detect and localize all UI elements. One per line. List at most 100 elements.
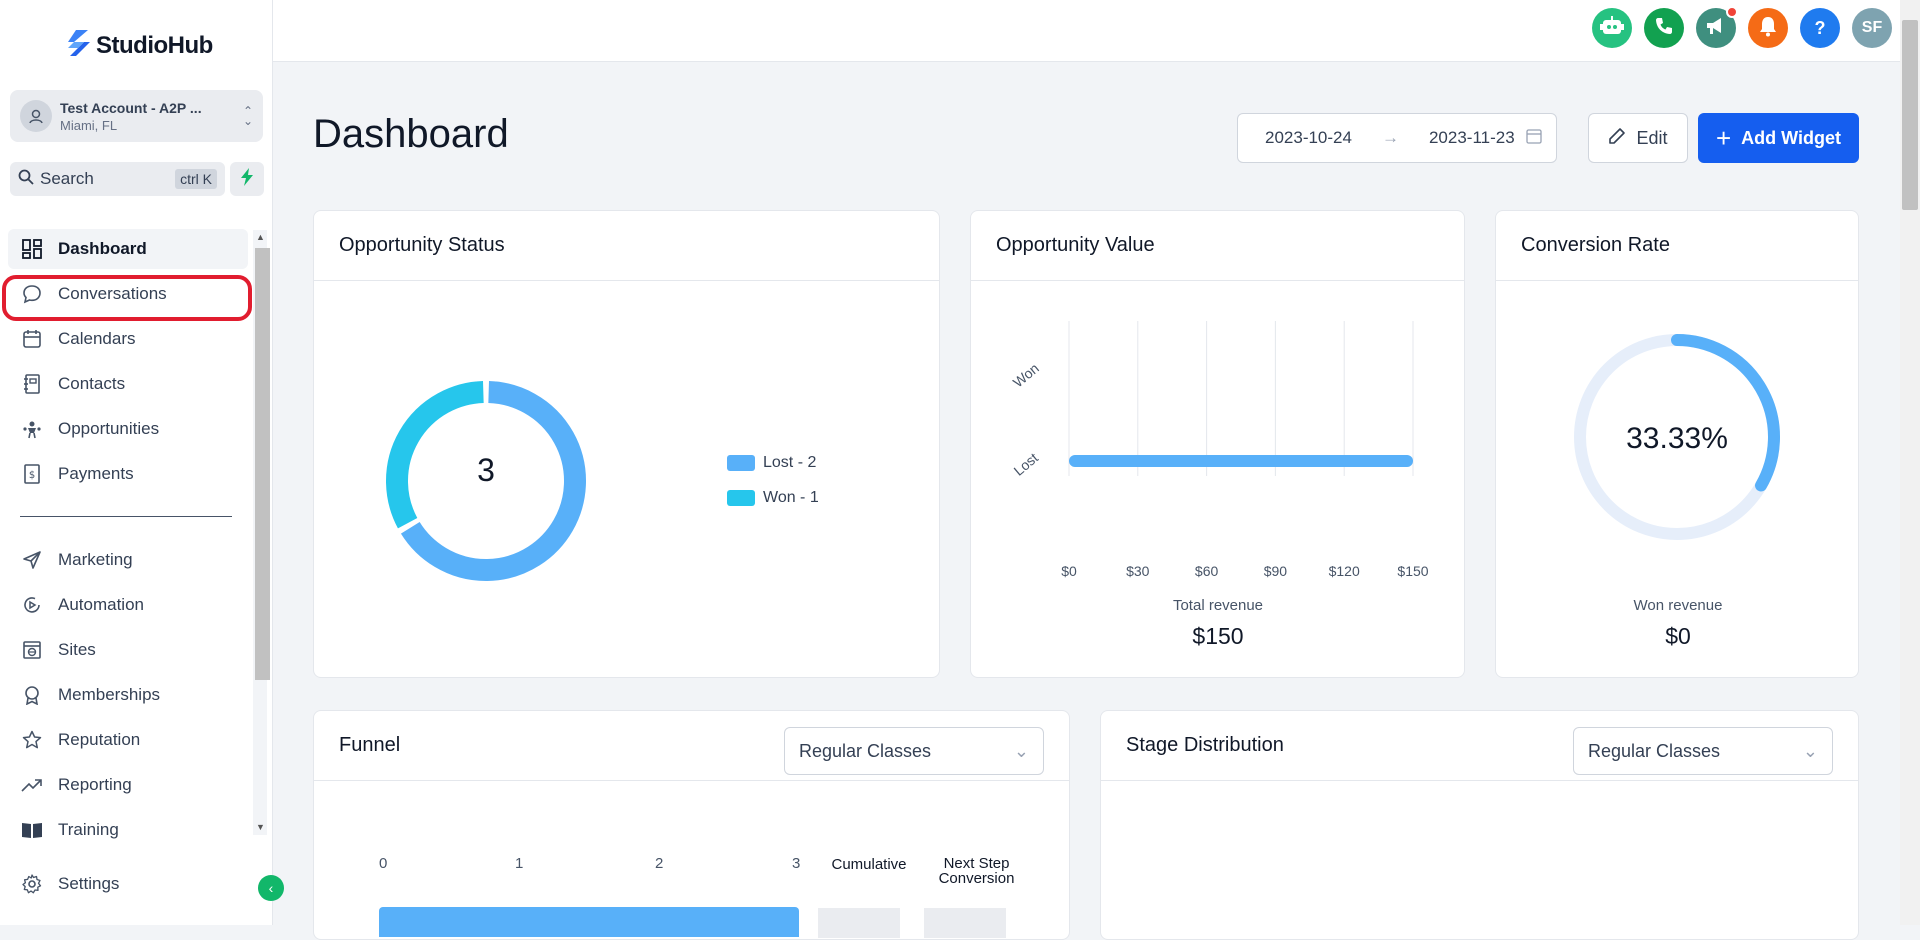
edit-button[interactable]: Edit [1588, 113, 1688, 163]
sidebar-item-label: Dashboard [58, 239, 147, 258]
sidebar-item-calendars[interactable]: Calendars [8, 319, 248, 359]
axis-tick: 3 [792, 855, 801, 872]
select-value: Regular Classes [1588, 740, 1721, 761]
y-tick-label: Lost [1011, 449, 1042, 478]
search-shortcut: ctrl K [175, 169, 217, 189]
next-step-line-1: Next Step [943, 855, 1010, 872]
chevron-left-icon: ‹ [268, 880, 274, 896]
sidebar-item-dashboard[interactable]: Dashboard [8, 229, 248, 269]
sidebar-item-sites[interactable]: Sites [8, 630, 248, 670]
chat-icon [20, 282, 44, 306]
sidebar-item-label: Contacts [58, 374, 126, 393]
sidebar: StudioHub Test Account - A2P ... Miami, … [0, 0, 273, 925]
sites-icon [20, 638, 44, 662]
scroll-up-arrow-icon[interactable]: ▲ [256, 232, 265, 242]
legend-label: Won - 1 [763, 489, 819, 506]
sidebar-item-label: Payments [58, 464, 134, 483]
help-button[interactable]: ? [1800, 8, 1840, 48]
sidebar-item-conversations[interactable]: Conversations [8, 274, 248, 314]
legend-swatch [727, 455, 755, 471]
funnel-bar [379, 907, 799, 937]
opportunity-status-chart: 3 [386, 381, 586, 581]
sidebar-item-label: Automation [58, 595, 144, 614]
chevron-down-icon: ⌄ [1013, 740, 1029, 761]
card-title: Funnel [339, 734, 401, 756]
collapse-sidebar-button[interactable]: ‹ [258, 875, 284, 901]
sidebar-item-settings[interactable]: Settings [8, 864, 248, 904]
announcements-button[interactable] [1696, 6, 1738, 48]
user-avatar[interactable]: SF [1852, 8, 1892, 48]
automation-icon [20, 593, 44, 617]
legend-item-lost[interactable]: Lost - 2 [727, 454, 816, 472]
nav-divider [20, 516, 232, 517]
legend-label: Lost - 2 [763, 454, 817, 471]
help-icon: ? [1814, 17, 1826, 38]
next-step-column-header: Next Step Conversion [924, 856, 1029, 886]
chevron-updown-icon: ⌃ ⌄ [242, 104, 253, 128]
x-tick-label: $90 [1264, 563, 1288, 579]
stage-distribution-header: Stage Distribution Regular Classes ⌄ [1101, 711, 1858, 781]
funnel-header: Funnel Regular Classes ⌄ [314, 711, 1069, 781]
sidebar-item-label: Opportunities [58, 419, 160, 438]
date-end: 2023-11-23 [1428, 128, 1515, 147]
sidebar-scrollbar-thumb[interactable] [255, 248, 270, 680]
payments-icon: $ [20, 462, 44, 486]
dashboard-icon [20, 237, 44, 261]
date-range-picker[interactable]: 2023-10-24 → 2023-11-23 [1237, 113, 1557, 163]
phone-button[interactable] [1644, 8, 1684, 48]
axis-tick: 1 [515, 855, 524, 872]
conversion-rate-chart: 33.33% [1574, 334, 1780, 540]
account-location: Miami, FL [60, 117, 118, 133]
cumulative-column-header: Cumulative [831, 856, 907, 873]
ai-assistant-button[interactable] [1592, 8, 1632, 48]
sidebar-item-marketing[interactable]: Marketing [8, 540, 248, 580]
card-title: Opportunity Value [971, 211, 1464, 281]
legend-swatch [727, 490, 755, 506]
donut-slice-lost[interactable] [400, 381, 586, 581]
notifications-button[interactable] [1748, 8, 1788, 48]
scroll-down-arrow-icon[interactable]: ▼ [256, 822, 265, 832]
sidebar-item-payments[interactable]: $ Payments [8, 454, 248, 494]
card-title: Stage Distribution [1126, 734, 1284, 756]
megaphone-icon [1705, 16, 1727, 41]
select-value: Regular Classes [799, 740, 932, 761]
sidebar-item-memberships[interactable]: Memberships [8, 675, 248, 715]
pipeline-select[interactable]: Regular Classes ⌄ [784, 727, 1044, 775]
quick-action-button[interactable] [230, 162, 264, 196]
sidebar-item-reporting[interactable]: Reporting [8, 765, 248, 805]
donut-center-label: 3 [477, 452, 495, 488]
axis-tick: 2 [655, 855, 664, 872]
logo[interactable]: StudioHub [66, 28, 213, 63]
search-label: Search [40, 169, 94, 188]
sidebar-item-label: Training [58, 820, 119, 839]
x-tick-label: $60 [1195, 563, 1219, 579]
robot-icon [1600, 15, 1624, 42]
sidebar-item-reputation[interactable]: Reputation [8, 720, 248, 760]
highlight-annotation [2, 275, 252, 321]
sidebar-item-label: Conversations [58, 284, 167, 303]
page-scrollbar-thumb[interactable] [1902, 20, 1918, 210]
pipeline-select[interactable]: Regular Classes ⌄ [1573, 727, 1833, 775]
edit-label: Edit [1636, 127, 1668, 148]
opportunities-icon [20, 417, 44, 441]
sidebar-item-opportunities[interactable]: Opportunities [8, 409, 248, 449]
sidebar-item-training[interactable]: Training [8, 810, 248, 850]
sidebar-item-contacts[interactable]: Contacts [8, 364, 248, 404]
page-title: Dashboard [313, 112, 509, 156]
lightning-icon [240, 167, 254, 191]
page-scrollbar[interactable] [1900, 0, 1920, 925]
account-switcher[interactable]: Test Account - A2P ... Miami, FL ⌃ ⌄ [10, 90, 263, 142]
add-widget-button[interactable]: + Add Widget [1698, 113, 1859, 163]
sidebar-item-label: Reputation [58, 730, 141, 749]
sidebar-item-label: Memberships [58, 685, 161, 704]
sidebar-item-automation[interactable]: Automation [8, 585, 248, 625]
sidebar-item-label: Calendars [58, 329, 136, 348]
donut-slice-won[interactable] [386, 381, 484, 529]
date-start: 2023-10-24 [1265, 128, 1352, 147]
stage-distribution-card: Stage Distribution Regular Classes ⌄ [1100, 710, 1859, 940]
legend-item-won[interactable]: Won - 1 [727, 489, 819, 507]
search-button[interactable]: Search ctrl K [10, 162, 225, 196]
svg-text:$: $ [29, 470, 35, 481]
chevron-down-icon: ⌄ [1802, 740, 1818, 761]
gauge-fill [1671, 334, 1780, 492]
